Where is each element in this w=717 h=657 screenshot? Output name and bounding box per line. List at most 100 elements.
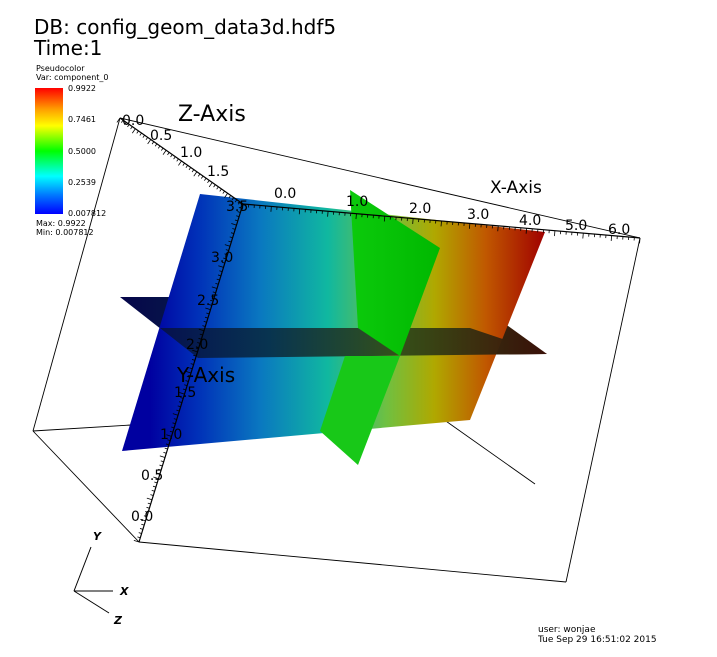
tick-mark bbox=[236, 215, 240, 218]
y-tick-label: 0.0 bbox=[131, 509, 153, 525]
tick-mark bbox=[224, 193, 228, 198]
tick-mark bbox=[237, 211, 241, 213]
tick-mark bbox=[217, 274, 222, 277]
tick-mark bbox=[230, 232, 235, 234]
tick-mark bbox=[173, 418, 177, 420]
tick-mark bbox=[191, 169, 195, 173]
horizontal-slice-plane-front bbox=[160, 328, 547, 358]
y-tick-label: 2.0 bbox=[186, 337, 208, 353]
z-tick-label: 0.5 bbox=[150, 128, 172, 144]
tick-mark bbox=[116, 117, 121, 123]
tick-mark bbox=[231, 197, 235, 201]
tick-mark bbox=[189, 367, 193, 370]
tick-mark bbox=[170, 154, 173, 158]
tick-mark bbox=[197, 342, 201, 344]
tick-mark bbox=[215, 283, 219, 285]
tick-mark bbox=[166, 434, 172, 437]
legend-max: Max: 0.9922 bbox=[36, 219, 86, 228]
orientation-triad bbox=[73, 546, 113, 614]
legend-tick-label: 0.7461 bbox=[68, 115, 96, 124]
tick-mark bbox=[199, 333, 203, 336]
tick-mark bbox=[204, 177, 207, 181]
tick-mark bbox=[156, 473, 160, 475]
tick-mark bbox=[200, 175, 204, 179]
tick-mark bbox=[222, 190, 225, 194]
x-tick-label: 3.0 bbox=[467, 207, 489, 223]
tick-mark bbox=[197, 173, 201, 177]
tick-mark bbox=[208, 182, 213, 188]
tick-mark bbox=[176, 409, 180, 412]
triad-y-label: Y bbox=[93, 530, 102, 543]
tick-mark bbox=[219, 270, 223, 272]
tick-mark bbox=[180, 397, 184, 399]
tick-mark bbox=[225, 249, 229, 251]
tick-mark bbox=[154, 481, 158, 484]
y-tick-label: 2.5 bbox=[197, 293, 219, 309]
z-tick-label: 1.5 bbox=[207, 164, 229, 180]
tick-mark bbox=[146, 497, 153, 501]
tick-mark bbox=[179, 392, 185, 395]
y-tick-label: 3.5 bbox=[226, 199, 248, 215]
tick-mark bbox=[151, 490, 155, 492]
tick-mark bbox=[184, 384, 188, 387]
tick-mark bbox=[224, 253, 228, 256]
legend-tick-label: 0.2539 bbox=[68, 178, 96, 187]
x-tick-label: 5.0 bbox=[565, 218, 587, 234]
legend-tick-label: 0.9922 bbox=[68, 84, 96, 93]
tick-mark bbox=[158, 468, 162, 471]
tick-mark bbox=[178, 160, 182, 166]
tick-mark bbox=[182, 388, 186, 391]
tick-mark bbox=[145, 137, 149, 141]
tick-mark bbox=[143, 515, 147, 518]
tick-mark bbox=[203, 321, 207, 323]
tick-mark bbox=[162, 150, 167, 155]
tick-mark bbox=[188, 167, 192, 171]
triad-x-label: X bbox=[119, 585, 129, 598]
tick-mark bbox=[159, 455, 166, 458]
tick-mark bbox=[178, 401, 183, 403]
y-tick-label: 1.0 bbox=[160, 427, 182, 443]
x-tick-label: 2.0 bbox=[409, 201, 431, 217]
x-tick-label: 6.0 bbox=[608, 222, 630, 238]
tick-mark bbox=[218, 265, 224, 268]
tick-mark bbox=[177, 405, 181, 408]
tick-mark bbox=[131, 128, 136, 134]
tick-mark bbox=[161, 147, 164, 151]
tick-mark bbox=[207, 180, 210, 184]
tick-mark bbox=[130, 126, 133, 130]
legend-colorbar bbox=[35, 88, 63, 214]
triad-z-label: Z bbox=[113, 614, 123, 627]
tick-mark bbox=[195, 346, 199, 349]
tick-mark bbox=[198, 337, 202, 340]
tick-mark bbox=[136, 130, 139, 134]
tick-mark bbox=[210, 299, 214, 302]
tick-mark bbox=[165, 443, 170, 446]
tick-mark bbox=[151, 141, 155, 145]
z-tick-label: 1.0 bbox=[180, 145, 202, 161]
tick-mark bbox=[140, 518, 146, 522]
tick-mark bbox=[192, 349, 198, 353]
axis-tick-marks bbox=[116, 117, 641, 543]
tick-mark bbox=[198, 328, 205, 332]
tick-mark bbox=[206, 312, 210, 315]
tick-mark bbox=[186, 375, 190, 378]
tick-mark bbox=[163, 452, 167, 454]
tick-mark bbox=[193, 171, 198, 177]
tick-mark bbox=[204, 316, 209, 319]
tick-mark bbox=[205, 307, 211, 311]
tick-mark bbox=[147, 139, 152, 145]
tick-mark bbox=[211, 286, 218, 289]
y-tick-label: 0.5 bbox=[141, 468, 163, 484]
tick-mark bbox=[172, 422, 176, 425]
tick-mark bbox=[223, 257, 227, 260]
tick-mark bbox=[229, 236, 233, 239]
x-tick-label: 1.0 bbox=[346, 194, 368, 210]
footer-user: user: wonjae bbox=[538, 625, 596, 635]
tick-mark bbox=[228, 240, 232, 243]
tick-mark bbox=[224, 244, 231, 247]
tick-mark bbox=[221, 261, 225, 264]
tick-mark bbox=[157, 145, 161, 149]
green-slice-plane-lower bbox=[320, 356, 400, 465]
tick-mark bbox=[164, 447, 168, 450]
